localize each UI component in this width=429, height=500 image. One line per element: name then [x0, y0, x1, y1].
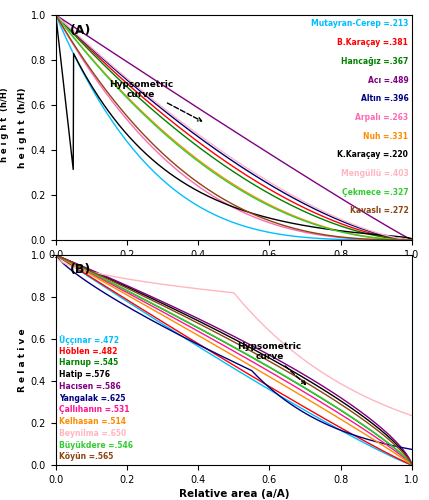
Text: K.Karaçay =.220: K.Karaçay =.220 — [337, 150, 408, 159]
Text: Höblen =.482: Höblen =.482 — [59, 346, 118, 356]
Text: Altın =.396: Altın =.396 — [360, 94, 408, 103]
Text: Yangalak =.625: Yangalak =.625 — [59, 394, 126, 402]
Text: Köyün =.565: Köyün =.565 — [59, 452, 114, 462]
Text: Harnup =.545: Harnup =.545 — [59, 358, 118, 368]
Text: Hacısen =.586: Hacısen =.586 — [59, 382, 121, 391]
Text: Hatip =.576: Hatip =.576 — [59, 370, 110, 379]
Text: Hancağız =.367: Hancağız =.367 — [341, 57, 408, 66]
Text: Nuh =.331: Nuh =.331 — [363, 132, 408, 140]
Text: Mutayran-Cerep =.213: Mutayran-Cerep =.213 — [311, 20, 408, 28]
Text: Acı =.489: Acı =.489 — [368, 76, 408, 84]
Y-axis label: R e l a t i v e: R e l a t i v e — [18, 328, 27, 392]
Text: Kelhasan =.514: Kelhasan =.514 — [59, 417, 126, 426]
Text: (B): (B) — [70, 264, 91, 276]
X-axis label: Relative area (a/A): Relative area (a/A) — [178, 489, 289, 499]
Text: Mengüllü =.403: Mengüllü =.403 — [341, 169, 408, 178]
Text: h e i g h t  (h/H): h e i g h t (h/H) — [0, 88, 9, 162]
Text: Çekmece =.327: Çekmece =.327 — [341, 188, 408, 196]
Text: B.Karaçay =.381: B.Karaçay =.381 — [337, 38, 408, 47]
Text: Arpalı =.263: Arpalı =.263 — [355, 113, 408, 122]
Text: Büyükdere =.546: Büyükdere =.546 — [59, 440, 133, 450]
Text: Kavaslı =.272: Kavaslı =.272 — [350, 206, 408, 215]
Text: Beynilma =.650: Beynilma =.650 — [59, 429, 127, 438]
Y-axis label: h e i g h t  (h/H): h e i g h t (h/H) — [18, 87, 27, 168]
Text: Çallıhanın =.531: Çallıhanın =.531 — [59, 406, 130, 414]
Text: Hypsometric
curve: Hypsometric curve — [237, 342, 305, 384]
Text: (A): (A) — [70, 24, 91, 37]
Text: Hypsometric
curve: Hypsometric curve — [109, 80, 202, 121]
Text: Üççınar =.472: Üççınar =.472 — [59, 335, 119, 345]
